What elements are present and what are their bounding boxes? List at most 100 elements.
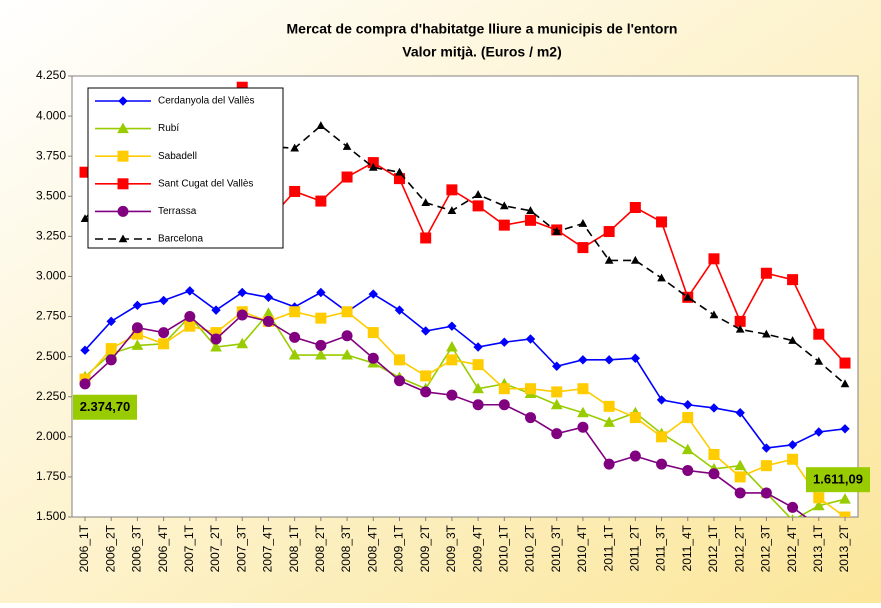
- marker: [79, 378, 91, 390]
- marker: [787, 274, 799, 286]
- x-tick-label: 2006_2T: [103, 524, 117, 572]
- marker: [525, 334, 536, 344]
- marker: [839, 511, 851, 517]
- marker: [394, 305, 405, 315]
- marker: [577, 383, 589, 395]
- marker: [446, 184, 458, 196]
- marker: [472, 200, 484, 212]
- marker: [629, 412, 641, 424]
- legend-label: Barcelona: [158, 234, 203, 245]
- marker: [393, 375, 405, 387]
- y-tick-label: 2.750: [36, 309, 66, 323]
- marker: [526, 206, 535, 215]
- marker: [184, 311, 196, 323]
- marker: [629, 450, 641, 462]
- series: [79, 309, 808, 517]
- marker: [472, 399, 484, 411]
- marker: [117, 122, 129, 134]
- x-tick-label: 2009_1T: [392, 524, 406, 572]
- marker: [552, 361, 562, 371]
- marker: [708, 468, 720, 480]
- marker: [788, 336, 797, 344]
- marker: [734, 459, 747, 471]
- marker: [446, 389, 458, 401]
- marker: [315, 349, 327, 360]
- marker: [603, 458, 615, 470]
- x-tick-label: 2008_4T: [365, 524, 379, 572]
- x-tick-label: 2009_3T: [444, 524, 458, 572]
- marker: [499, 337, 510, 347]
- series-line: [84, 289, 846, 449]
- marker: [210, 333, 222, 345]
- marker: [315, 312, 327, 324]
- marker: [787, 440, 798, 450]
- y-tick-label: 4.000: [36, 108, 66, 122]
- marker: [760, 487, 772, 499]
- y-tick-label: 4.250: [36, 68, 66, 82]
- marker: [839, 493, 851, 504]
- marker: [603, 400, 615, 412]
- marker: [791, 514, 795, 517]
- marker: [158, 295, 169, 306]
- legend-label: Terrassa: [158, 206, 197, 217]
- marker: [368, 162, 378, 171]
- legend-label: Rubí: [158, 123, 179, 134]
- marker: [316, 121, 326, 130]
- x-tick-label: 2012_2T: [732, 524, 746, 572]
- marker: [80, 345, 90, 355]
- marker: [315, 195, 327, 207]
- marker: [734, 487, 746, 499]
- marker: [551, 386, 563, 398]
- marker: [814, 427, 824, 437]
- marker: [420, 232, 432, 244]
- marker: [552, 227, 562, 235]
- x-tick-label: 2011_3T: [654, 524, 668, 571]
- marker: [629, 201, 641, 213]
- marker: [367, 327, 379, 339]
- x-tick-label: 2007_3T: [234, 524, 248, 572]
- marker: [105, 354, 117, 366]
- marker: [236, 309, 248, 321]
- marker: [681, 443, 694, 455]
- marker: [525, 214, 537, 226]
- marker: [341, 330, 353, 342]
- marker: [787, 453, 799, 465]
- marker: [367, 352, 379, 364]
- x-tick-label: 2010_1T: [496, 524, 510, 572]
- x-tick-label: 2013_1T: [811, 524, 825, 572]
- x-tick-label: 2012_4T: [785, 524, 799, 572]
- x-tick-label: 2012_3T: [759, 524, 773, 572]
- marker: [525, 383, 537, 395]
- marker: [473, 342, 483, 352]
- y-tick-label: 3.000: [36, 269, 66, 283]
- y-tick-label: 1.750: [36, 469, 66, 483]
- y-tick-label: 1.500: [36, 509, 66, 523]
- marker: [603, 226, 615, 238]
- marker: [236, 337, 249, 349]
- marker: [812, 499, 825, 511]
- y-tick-label: 3.750: [36, 148, 66, 162]
- marker: [368, 289, 378, 299]
- marker: [420, 386, 432, 398]
- chart-subtitle: Valor mitjà. (Euros / m2): [402, 44, 562, 60]
- marker: [499, 201, 509, 210]
- marker: [762, 329, 771, 338]
- marker: [446, 340, 458, 352]
- y-tick-label: 3.500: [36, 188, 66, 202]
- series: [79, 306, 851, 517]
- marker: [604, 355, 614, 365]
- legend-label: Sant Cugat del Vallès: [158, 178, 253, 189]
- marker: [813, 328, 825, 340]
- marker: [473, 190, 483, 198]
- marker: [237, 287, 247, 298]
- marker: [80, 214, 90, 223]
- x-tick-label: 2006_4T: [156, 524, 170, 572]
- marker: [447, 206, 457, 215]
- marker: [393, 354, 405, 366]
- x-tick-label: 2006_1T: [77, 524, 91, 572]
- marker: [421, 198, 431, 206]
- marker: [630, 255, 640, 264]
- marker: [656, 431, 668, 443]
- marker: [158, 327, 170, 339]
